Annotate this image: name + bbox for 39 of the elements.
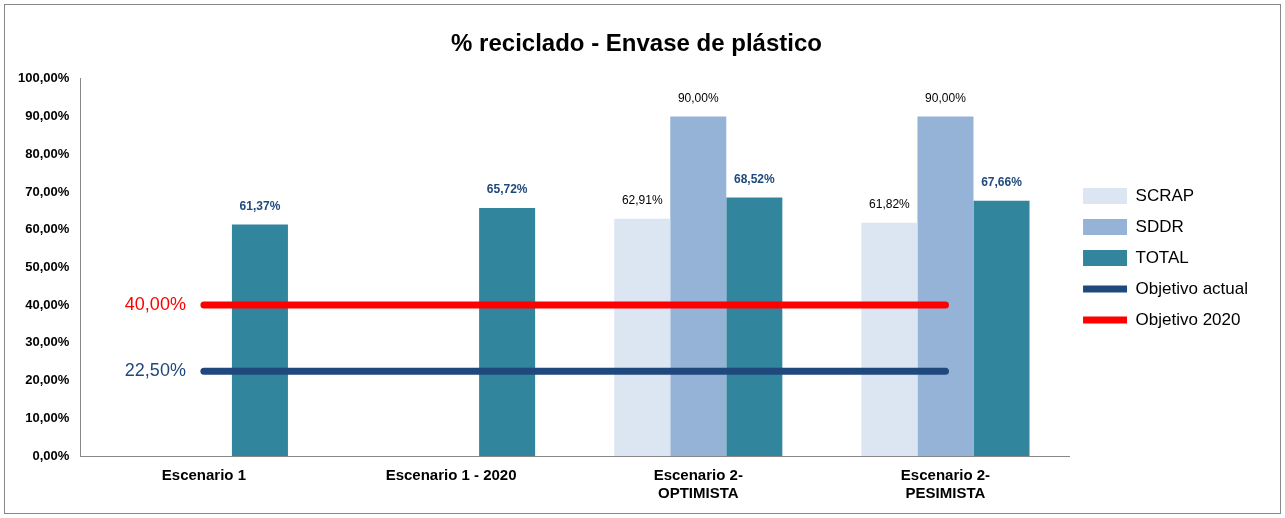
- bar: [973, 200, 1030, 456]
- data-label: 40,00%: [124, 294, 186, 315]
- legend-label: Objetivo actual: [1135, 278, 1248, 298]
- x-tick-label: Escenario 1: [161, 466, 247, 484]
- data-label: 22,50%: [124, 360, 186, 381]
- bar: [670, 116, 727, 456]
- bar: [726, 197, 783, 456]
- y-tick-label: 70,00%: [25, 183, 70, 199]
- y-tick-label: 50,00%: [25, 258, 70, 274]
- data-label: 68,52%: [733, 171, 775, 186]
- legend-label: TOTAL: [1135, 247, 1189, 267]
- data-label: 65,72%: [486, 182, 528, 197]
- legend-label: SCRAP: [1135, 185, 1195, 205]
- x-tick-label: Escenario 1 - 2020: [385, 466, 517, 484]
- data-label: 61,37%: [239, 198, 281, 213]
- data-label: 61,82%: [869, 197, 911, 212]
- data-label: 90,00%: [677, 90, 719, 105]
- legend-label: Objetivo 2020: [1135, 309, 1241, 329]
- bar: [917, 116, 974, 456]
- y-tick-label: 60,00%: [25, 221, 70, 237]
- data-label: 90,00%: [925, 90, 967, 105]
- y-tick-label: 80,00%: [25, 145, 70, 161]
- x-tick-label: Escenario 2-OPTIMISTA: [653, 466, 743, 502]
- y-tick-label: 90,00%: [25, 108, 70, 124]
- bar: [614, 218, 671, 456]
- data-label: 67,66%: [981, 175, 1023, 190]
- y-tick-label: 20,00%: [25, 372, 70, 388]
- bar: [479, 208, 536, 456]
- y-tick-label: 100,00%: [17, 70, 70, 86]
- chart-title: % reciclado - Envase de plástico: [451, 29, 822, 57]
- data-label: 62,91%: [621, 193, 663, 208]
- bar: [231, 224, 288, 456]
- y-tick-label: 10,00%: [25, 409, 70, 425]
- bar: [861, 222, 918, 456]
- y-tick-label: 30,00%: [25, 334, 70, 350]
- y-tick-label: 0,00%: [32, 447, 70, 463]
- legend-label: SDDR: [1135, 216, 1184, 236]
- y-tick-label: 40,00%: [25, 296, 70, 312]
- x-tick-label: Escenario 2-PESIMISTA: [900, 466, 991, 502]
